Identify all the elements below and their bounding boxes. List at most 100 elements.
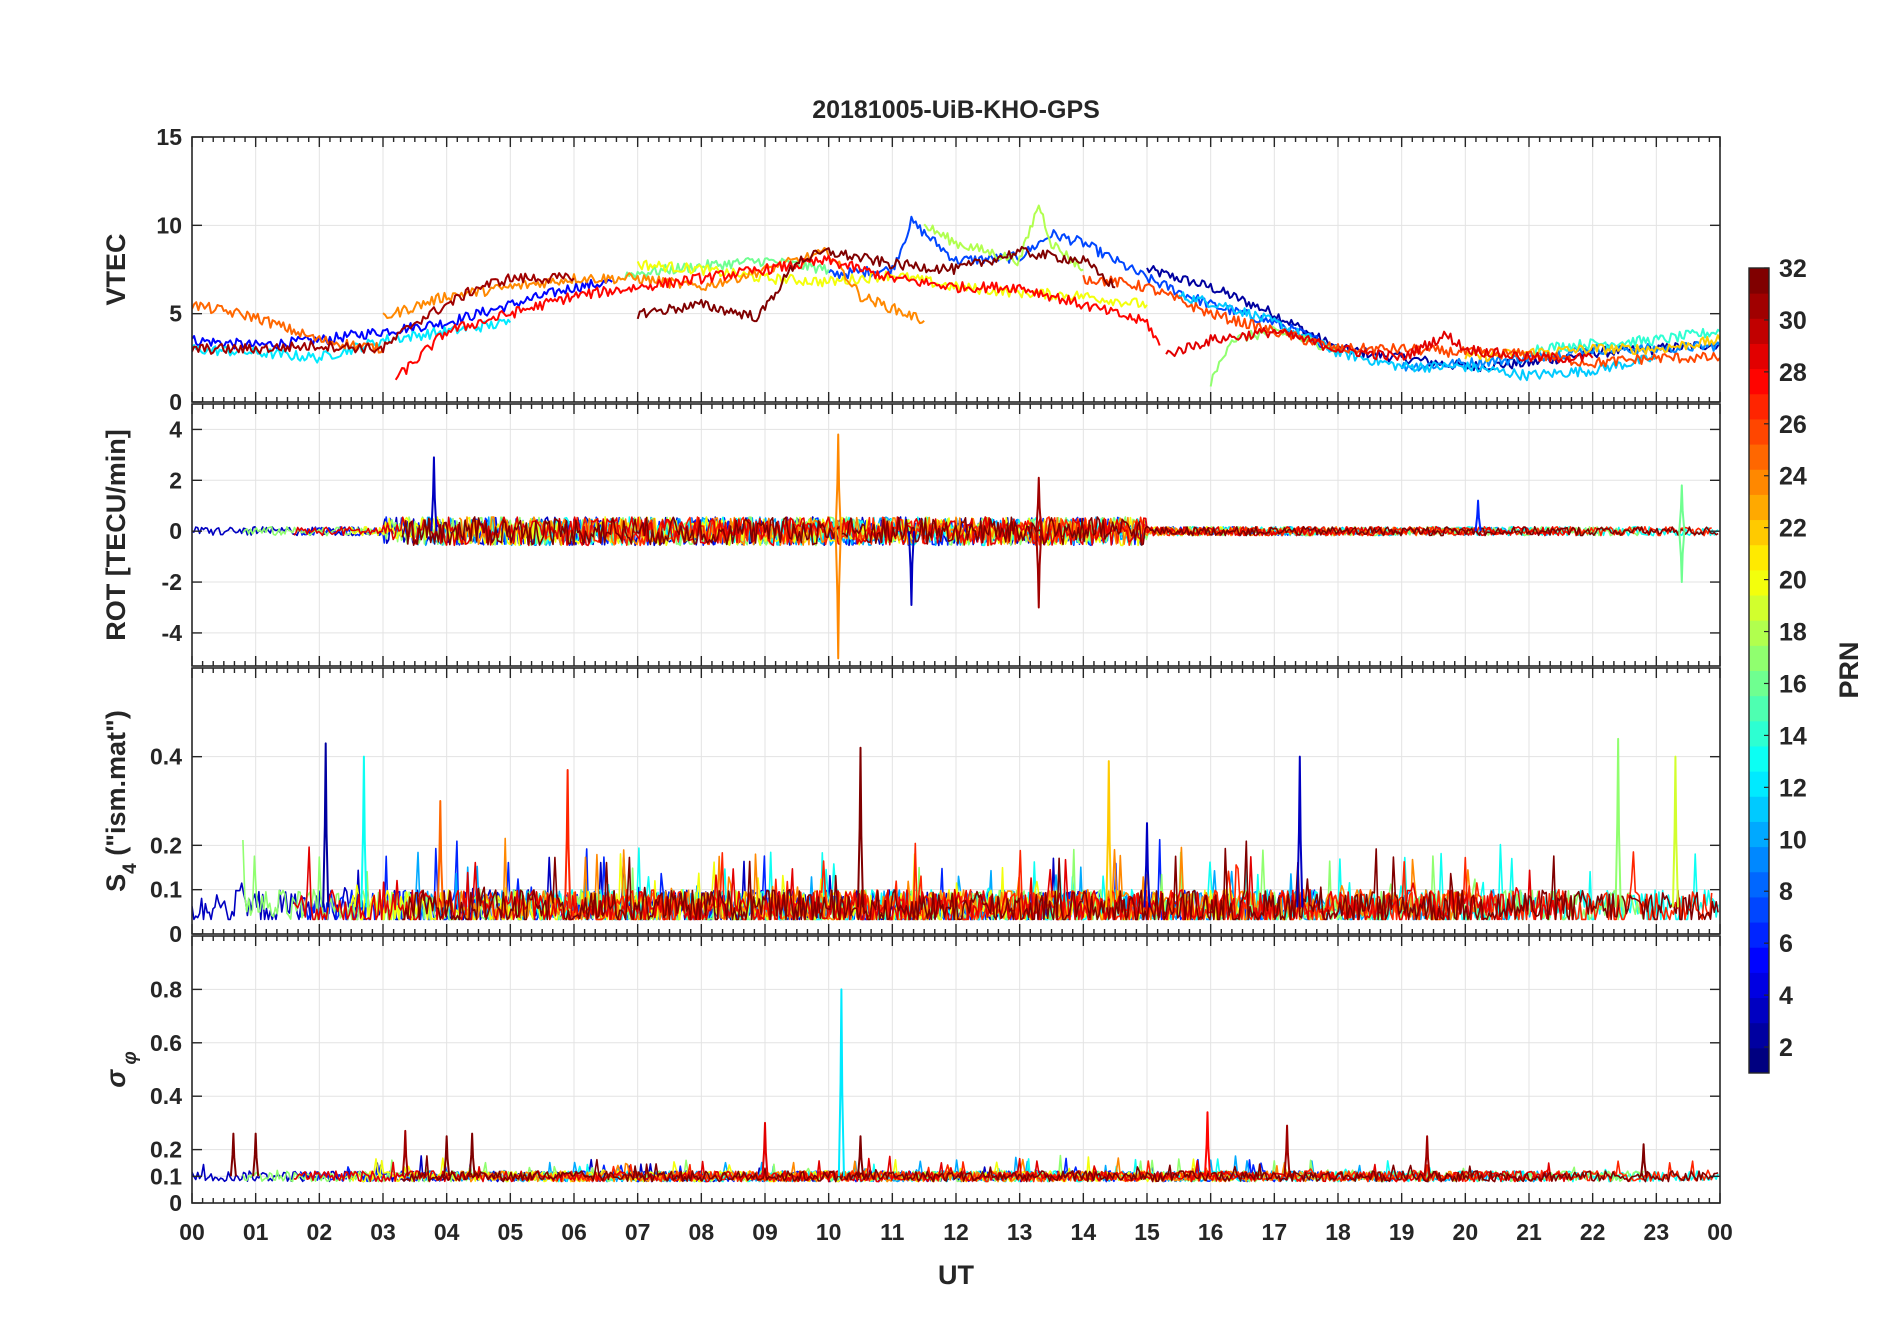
event-spike: [1296, 755, 1304, 908]
colorbar-segment: [1749, 695, 1769, 722]
colorbar-segment: [1749, 771, 1769, 797]
colorbar-tick-label: 14: [1779, 722, 1807, 750]
y-axis-label-part: 4: [120, 863, 141, 874]
colorbar-tick-label: 6: [1779, 930, 1793, 958]
event-spike: [443, 1135, 451, 1177]
colorbar-segment: [1749, 544, 1769, 571]
x-tick-label: 14: [1071, 1219, 1097, 1245]
y-tick-label: 2: [169, 467, 182, 493]
ticks: [191, 936, 1721, 1204]
y-tick-label: 4: [169, 416, 182, 442]
colorbar-tick-label: 24: [1779, 463, 1807, 491]
y-axis-label: VTEC: [101, 233, 131, 305]
ticks: [191, 668, 1721, 935]
colorbar-segment: [1749, 268, 1769, 294]
vtec-series-line: [1464, 334, 1720, 363]
y-axis-label-part: σ: [101, 1069, 131, 1088]
event-spike: [1614, 737, 1622, 908]
colorbar-label: PRN: [1834, 641, 1864, 698]
colorbar-segment: [1749, 997, 1769, 1024]
y-axis-label: σ φ: [101, 1051, 141, 1088]
ticks: [191, 404, 1721, 666]
event-spike: [1678, 531, 1686, 584]
y-axis-label-part: φ: [120, 1051, 141, 1070]
x-tick-label: 10: [816, 1219, 842, 1245]
y-tick-label: 15: [156, 124, 182, 150]
colorbar-tick-label: 2: [1779, 1034, 1793, 1062]
colorbar-segment: [1749, 444, 1769, 470]
event-spike: [360, 755, 368, 908]
colorbar-segment: [1749, 519, 1769, 546]
chart-title: 20181005-UiB-KHO-GPS: [812, 96, 1100, 124]
x-tick-label: 00: [179, 1219, 205, 1245]
y-tick-label: -2: [162, 569, 182, 595]
x-tick-label: 01: [243, 1219, 269, 1245]
x-tick-label: 21: [1516, 1219, 1542, 1245]
colorbar-segment: [1749, 645, 1769, 671]
colorbar-segment: [1749, 745, 1769, 772]
colorbar-tick-label: 10: [1779, 826, 1807, 854]
y-tick-label: 0.4: [150, 1083, 182, 1109]
event-spike: [761, 1121, 769, 1177]
y-tick-label: 10: [156, 212, 182, 238]
colorbar-box: [1748, 267, 1770, 1074]
vtec-panel: 0 5 10 15 VTEC: [101, 124, 1721, 415]
colorbar-segment: [1749, 494, 1769, 521]
event-spike: [1035, 531, 1043, 609]
colorbar-segment: [1749, 418, 1769, 445]
colorbar-tick-label: 22: [1779, 515, 1807, 543]
colorbar-segment: [1749, 670, 1769, 697]
colorbar-segment: [1749, 620, 1769, 646]
y-tick-label: 0.2: [150, 832, 182, 858]
ticks: [191, 136, 1721, 403]
colorbar-tick-label: 26: [1779, 411, 1807, 439]
vtec-series-line: [1178, 291, 1657, 382]
colorbar-tick-label: 30: [1779, 307, 1807, 335]
y-tick-label: 0.2: [150, 1137, 182, 1163]
colorbar-segment: [1749, 569, 1769, 596]
event-spike: [1105, 760, 1113, 908]
series-group: [192, 433, 1719, 660]
x-tick-label: 19: [1389, 1219, 1415, 1245]
colorbar-segment: [1749, 796, 1769, 822]
noise-series-line: [401, 516, 1719, 547]
x-tick-label: 08: [689, 1219, 715, 1245]
event-spike: [1671, 755, 1679, 908]
vtec-series-line: [636, 245, 1116, 323]
colorbar-tick-label: 28: [1779, 359, 1807, 387]
colorbar-tick-label: 16: [1779, 670, 1807, 698]
colorbar-tick-label: 8: [1779, 878, 1793, 906]
y-tick-label: 0: [169, 921, 182, 947]
vtec-series-line: [1165, 327, 1594, 364]
colorbar-tick-label: 18: [1779, 619, 1807, 647]
x-tick-label: 20: [1453, 1219, 1479, 1245]
colorbar-segment: [1749, 1047, 1769, 1074]
event-spike: [834, 531, 842, 660]
noise-series-line: [401, 1155, 1719, 1183]
colorbar-segment: [1749, 393, 1769, 420]
event-spike: [430, 456, 438, 532]
y-tick-label: 0.1: [150, 1163, 182, 1189]
series-group: [192, 988, 1719, 1183]
colorbar-segment: [1749, 368, 1769, 395]
event-spike: [1143, 822, 1151, 908]
x-tick-label: 12: [943, 1219, 969, 1245]
event-spike: [907, 531, 915, 606]
vtec-series-line: [1209, 325, 1339, 387]
x-tick-label: 22: [1580, 1219, 1606, 1245]
y-axis-label-part: ("ism.mat"): [101, 710, 131, 863]
colorbar-segment: [1749, 720, 1769, 747]
y-axis-label: S4 ("ism.mat"): [101, 710, 141, 892]
x-tick-label: 17: [1262, 1219, 1288, 1245]
colorbar-segment: [1749, 318, 1769, 344]
colorbar-segment: [1749, 947, 1769, 973]
vtec-series-line: [192, 318, 512, 364]
vtec-series-line: [192, 301, 384, 354]
event-spike: [1203, 1111, 1212, 1177]
colorbar-segment: [1749, 896, 1769, 923]
y-axis-label-part: S: [101, 874, 131, 892]
event-spike: [1035, 476, 1043, 532]
event-spike: [468, 1132, 476, 1177]
